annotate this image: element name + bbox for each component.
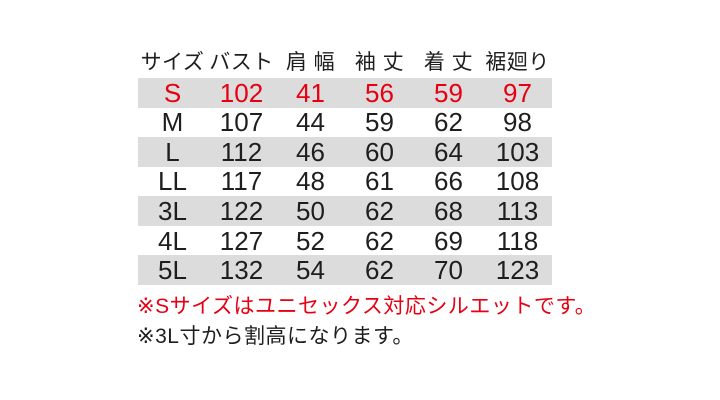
size-row-LL: LL 117 48 61 66 108	[138, 167, 552, 197]
measurement-cell: 44	[296, 107, 325, 138]
measurement-cell: 68	[434, 196, 463, 227]
measurement-cell: 122	[219, 196, 264, 227]
size-row-L: L 112 46 60 64 103	[138, 137, 552, 167]
measurement-cell: 103	[495, 136, 540, 167]
measurement-cell: 102	[219, 77, 264, 108]
measurement-cell: 59	[434, 77, 463, 108]
size-label-cell: S	[163, 77, 182, 108]
measurement-cell: 97	[503, 77, 532, 108]
measurement-cell: 132	[219, 255, 264, 286]
measurement-cell: 113	[496, 196, 539, 227]
measurement-cell: 56	[365, 77, 394, 108]
size-chart-header-row: サイズ バスト肩 幅袖 丈着 丈裾廻り	[138, 44, 552, 78]
measurement-cell: 64	[434, 136, 463, 167]
measurement-cell: 62	[365, 196, 394, 227]
measurement-cell: 61	[365, 166, 394, 197]
size-chart-table: サイズ バスト肩 幅袖 丈着 丈裾廻り S 102 41 56 59 97 M 107 44 59 6…	[138, 44, 552, 285]
size-label-cell: L	[165, 136, 180, 167]
measurement-cell: 54	[296, 255, 325, 286]
measurement-cell: 118	[496, 225, 539, 256]
measurement-cell: 98	[503, 107, 532, 138]
measurement-cell: 112	[220, 136, 263, 167]
size-row-3L: 3L 122 50 62 68 113	[138, 196, 552, 226]
size-label-cell: 5L	[158, 255, 187, 286]
measurement-cell: 52	[296, 225, 325, 256]
footnote-1: ※3L寸から割高になります。	[137, 324, 414, 348]
measurement-cell: 117	[220, 166, 263, 197]
column-header-4: 着 丈	[423, 51, 474, 74]
size-label-cell: M	[161, 107, 184, 138]
column-header-3: 袖 丈	[354, 51, 405, 74]
size-row-S: S 102 41 56 59 97	[138, 78, 552, 108]
size-label-cell: 4L	[158, 225, 187, 256]
measurement-cell: 108	[495, 166, 540, 197]
measurement-cell: 41	[296, 77, 325, 108]
measurement-cell: 70	[434, 255, 463, 286]
size-row-5L: 5L 132 54 62 70 123	[138, 255, 552, 285]
measurement-cell: 46	[296, 136, 325, 167]
size-chart-notes: ※Sサイズはユニセックス対応シルエットです。 ※3L寸から割高になります。	[137, 292, 596, 351]
measurement-cell: 123	[495, 255, 540, 286]
measurement-cell: 62	[434, 107, 463, 138]
footnote-0: ※Sサイズはユニセックス対応シルエットです。	[137, 295, 597, 318]
measurement-cell: 107	[219, 107, 264, 138]
size-label-cell: LL	[158, 166, 187, 197]
size-row-4L: 4L 127 52 62 69 118	[138, 226, 552, 256]
column-header-1: バスト	[209, 51, 274, 74]
measurement-cell: 48	[296, 166, 325, 197]
size-row-M: M 107 44 59 62 98	[138, 108, 552, 138]
measurement-cell: 62	[365, 225, 394, 256]
measurement-cell: 59	[365, 107, 394, 138]
size-label-cell: 3L	[158, 196, 187, 227]
measurement-cell: 62	[365, 255, 394, 286]
measurement-cell: 127	[219, 225, 264, 256]
column-header-2: 肩 幅	[285, 51, 336, 74]
column-header-5: 裾廻り	[485, 51, 550, 74]
measurement-cell: 66	[434, 166, 463, 197]
measurement-cell: 50	[296, 196, 325, 227]
column-header-0: サイズ	[140, 51, 205, 74]
measurement-cell: 69	[434, 225, 463, 256]
size-chart-body: S 102 41 56 59 97 M 107 44 59 62 98 L 112 46 60 64 103 LL 1…	[138, 78, 552, 285]
measurement-cell: 60	[365, 136, 394, 167]
